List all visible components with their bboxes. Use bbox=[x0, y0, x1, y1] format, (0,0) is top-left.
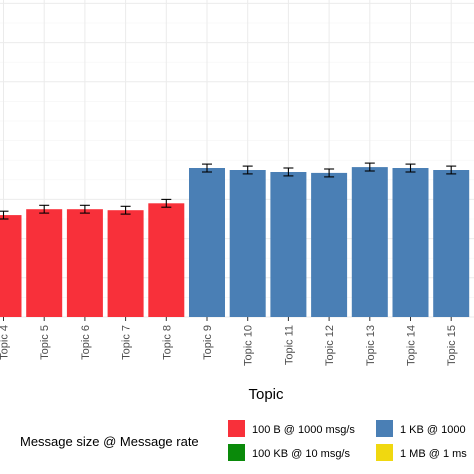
bar bbox=[229, 170, 266, 317]
legend-item: 100 KB @ 10 msg/s bbox=[228, 444, 350, 461]
x-tick-label: Topic 10 bbox=[243, 325, 255, 366]
legend-item: 100 B @ 1000 msg/s bbox=[228, 420, 355, 437]
bar bbox=[311, 172, 348, 317]
x-axis-ticks: Topic 4 Topic 5 Topic 6 Topic 7 Topic 8 Topic… bbox=[0, 317, 458, 366]
legend-swatch bbox=[228, 444, 245, 461]
x-tick-label: Topic 14 bbox=[406, 325, 418, 366]
x-tick-label: Topic 6 bbox=[80, 325, 92, 360]
error-bar bbox=[405, 163, 416, 173]
x-tick-label: Topic 5 bbox=[39, 325, 51, 360]
x-tick-label: Topic 11 bbox=[283, 325, 295, 365]
x-tick-label: Topic 8 bbox=[161, 325, 173, 360]
legend-label: 1 MB @ 1 ms bbox=[400, 448, 467, 460]
error-bar bbox=[0, 210, 9, 220]
error-bar bbox=[202, 163, 212, 173]
bar bbox=[148, 203, 185, 317]
legend-title: Message size @ Message rate bbox=[20, 434, 199, 449]
legend-label: 100 KB @ 10 msg/s bbox=[252, 448, 350, 460]
error-bar bbox=[364, 162, 375, 172]
bar bbox=[0, 215, 22, 317]
error-bar bbox=[242, 165, 253, 175]
bars bbox=[0, 167, 470, 317]
legend-item: 1 MB @ 1 ms bbox=[376, 444, 467, 461]
legend-item: 1 KB @ 1000 bbox=[376, 420, 466, 437]
bar bbox=[433, 170, 470, 317]
error-bar bbox=[120, 205, 131, 215]
error-bar bbox=[39, 204, 50, 214]
bar bbox=[26, 209, 63, 317]
error-bar bbox=[324, 168, 335, 178]
legend-swatch bbox=[376, 444, 393, 461]
error-bar bbox=[446, 165, 457, 175]
x-tick-label: Topic 13 bbox=[365, 325, 377, 366]
legend-swatch bbox=[228, 420, 245, 437]
bar bbox=[107, 210, 144, 317]
bar bbox=[66, 209, 103, 317]
error-bar bbox=[79, 204, 90, 214]
x-tick-label: Topic 7 bbox=[121, 325, 133, 360]
bar bbox=[351, 167, 388, 317]
x-tick-label: Topic 12 bbox=[324, 325, 336, 366]
legend: 100 B @ 1000 msg/s 1 KB @ 1000 100 KB @ 10… bbox=[228, 420, 467, 461]
bar bbox=[392, 168, 429, 317]
x-axis-title: Topic bbox=[248, 386, 284, 403]
x-tick-label: Topic 9 bbox=[202, 325, 214, 360]
bar bbox=[270, 172, 307, 317]
legend-label: 1 KB @ 1000 bbox=[400, 424, 466, 436]
error-bar bbox=[161, 198, 172, 208]
legend-label: 100 B @ 1000 msg/s bbox=[252, 424, 355, 436]
x-tick-label: Topic 15 bbox=[446, 325, 458, 366]
x-tick-label: Topic 4 bbox=[0, 325, 11, 360]
legend-swatch bbox=[376, 420, 393, 437]
error-bar bbox=[283, 167, 294, 177]
error-bars bbox=[0, 162, 457, 220]
bar bbox=[189, 168, 225, 317]
